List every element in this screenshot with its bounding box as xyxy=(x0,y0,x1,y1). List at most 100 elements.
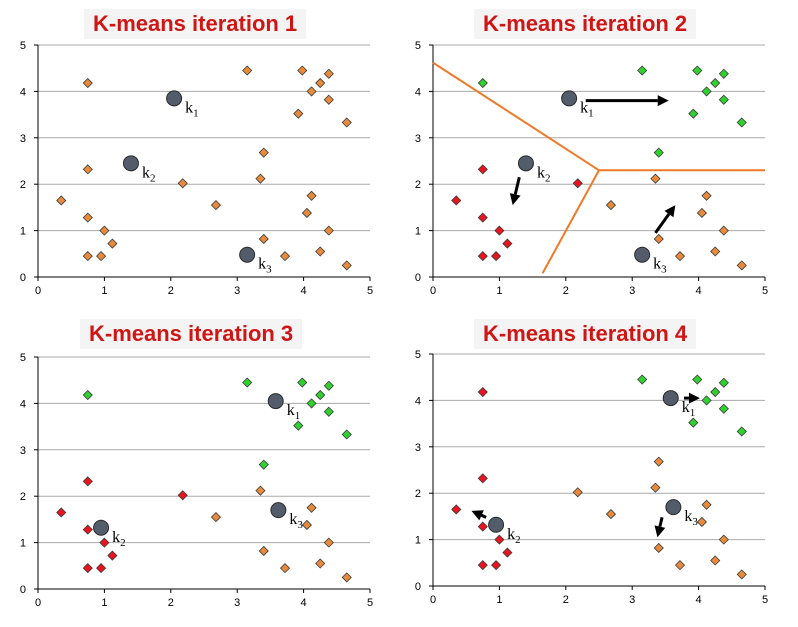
centroid-label-sub: 3 xyxy=(297,519,303,531)
x-tick-label: 0 xyxy=(430,285,436,297)
data-point xyxy=(502,238,513,249)
data-point xyxy=(82,476,93,487)
y-tick-label: 4 xyxy=(20,398,26,410)
data-point xyxy=(82,524,93,535)
data-point xyxy=(341,260,352,271)
y-tick-label: 1 xyxy=(415,535,421,547)
data-point xyxy=(718,225,729,236)
centroid-marker xyxy=(662,390,679,407)
y-tick-label: 4 xyxy=(20,86,26,98)
data-point xyxy=(301,207,312,219)
data-point xyxy=(710,386,721,398)
data-point xyxy=(258,233,269,245)
data-point xyxy=(279,563,291,574)
data-point xyxy=(82,563,93,574)
data-point xyxy=(82,251,93,262)
data-point xyxy=(341,572,352,583)
centroid-marker xyxy=(488,516,505,533)
data-point xyxy=(323,225,334,236)
data-point xyxy=(494,534,505,545)
data-point xyxy=(107,550,118,561)
data-point xyxy=(701,190,712,201)
centroid-marker xyxy=(517,155,534,172)
data-point xyxy=(258,545,269,557)
data-point xyxy=(297,377,308,388)
data-point xyxy=(502,547,513,558)
data-point xyxy=(107,238,118,249)
data-point xyxy=(696,516,707,528)
y-tick-label: 5 xyxy=(20,40,26,52)
y-tick-label: 0 xyxy=(20,584,26,596)
data-point xyxy=(710,246,721,257)
y-tick-label: 3 xyxy=(20,445,26,457)
y-tick-label: 1 xyxy=(415,226,421,238)
centroid-label-sub: 1 xyxy=(588,107,594,119)
data-point xyxy=(293,420,304,431)
data-point xyxy=(306,190,317,201)
data-point xyxy=(701,86,712,97)
data-point xyxy=(477,212,488,223)
centroid-label: k1 xyxy=(682,399,696,419)
y-tick-label: 0 xyxy=(415,272,421,284)
data-point xyxy=(692,374,703,385)
data-point xyxy=(477,386,488,398)
data-point xyxy=(718,94,729,105)
data-point xyxy=(451,195,462,206)
data-point xyxy=(736,569,747,580)
data-point xyxy=(605,200,617,211)
centroid-label: k2 xyxy=(507,526,520,546)
data-point xyxy=(323,406,334,417)
data-point xyxy=(210,512,222,523)
data-point xyxy=(258,147,269,158)
data-point xyxy=(323,537,334,548)
data-point xyxy=(674,560,686,571)
data-point xyxy=(315,77,326,89)
data-point xyxy=(82,164,93,175)
x-tick-label: 1 xyxy=(496,594,502,606)
data-point xyxy=(477,164,488,175)
data-point xyxy=(255,485,266,496)
x-tick-label: 4 xyxy=(301,597,307,609)
data-point xyxy=(653,456,664,467)
data-point xyxy=(82,389,93,401)
cluster-boundary xyxy=(541,169,600,274)
x-tick-label: 1 xyxy=(101,597,107,609)
data-point xyxy=(718,534,729,545)
x-tick-label: 5 xyxy=(367,285,373,297)
data-point xyxy=(242,65,253,76)
data-point xyxy=(177,490,188,501)
data-point xyxy=(736,260,747,271)
data-point xyxy=(718,68,729,79)
data-point xyxy=(258,459,269,470)
x-tick-label: 5 xyxy=(762,285,768,297)
data-point xyxy=(315,558,326,569)
y-tick-label: 5 xyxy=(415,349,421,361)
data-point xyxy=(477,251,488,262)
movement-arrow-head xyxy=(509,193,521,206)
chart-title-3: K-means iteration 3 xyxy=(80,319,303,349)
x-tick-label: 2 xyxy=(563,285,569,297)
data-point xyxy=(293,108,304,119)
data-point xyxy=(56,195,67,206)
data-point xyxy=(99,225,110,236)
data-point xyxy=(82,77,93,89)
data-point xyxy=(637,65,648,76)
data-point xyxy=(696,207,707,219)
data-point xyxy=(736,426,747,437)
x-tick-label: 5 xyxy=(762,594,768,606)
y-tick-label: 3 xyxy=(415,442,421,454)
x-tick-label: 2 xyxy=(168,285,174,297)
y-tick-label: 2 xyxy=(20,179,26,191)
data-point xyxy=(710,77,721,89)
movement-arrow xyxy=(480,513,487,519)
centroid-marker xyxy=(665,499,682,516)
data-point xyxy=(341,429,352,440)
centroid-marker xyxy=(166,90,183,107)
data-point xyxy=(306,502,317,513)
data-point xyxy=(718,377,729,388)
data-point xyxy=(710,555,721,566)
x-tick-label: 2 xyxy=(168,597,174,609)
data-point xyxy=(605,509,617,520)
data-point xyxy=(301,519,312,531)
